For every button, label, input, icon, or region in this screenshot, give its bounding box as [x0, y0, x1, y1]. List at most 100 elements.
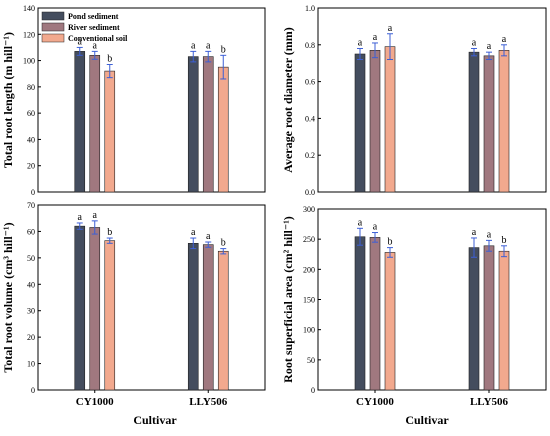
- bar: [468, 247, 480, 391]
- y-tick-label: 0: [31, 386, 35, 395]
- y-tick-label: 300: [303, 205, 315, 214]
- bar: [483, 55, 495, 193]
- y-tick-label: 0.6: [305, 78, 315, 87]
- significance-label: a: [93, 210, 98, 221]
- bar: [104, 240, 116, 391]
- significance-label: a: [373, 32, 378, 43]
- y-axis-label: Root superficial area (cm² hill⁻¹): [281, 216, 295, 383]
- plot-frame: [37, 7, 266, 193]
- bar: [187, 243, 199, 391]
- significance-label: b: [502, 235, 507, 246]
- significance-label: b: [388, 237, 393, 248]
- significance-label: a: [191, 227, 196, 238]
- chart-panel-4: 0 50 100 150 200 250 300 Root superficial area …: [281, 205, 547, 408]
- bar: [483, 245, 495, 391]
- y-tick-label: 80: [27, 83, 35, 92]
- plot-frame: [317, 208, 547, 391]
- significance-label: a: [358, 217, 363, 228]
- y-tick-label: 200: [303, 265, 315, 274]
- y-tick-label: 150: [303, 296, 315, 305]
- y-tick-label: 1.0: [305, 4, 315, 13]
- y-tick-label: 40: [27, 280, 35, 289]
- y-tick-label: 60: [27, 109, 35, 118]
- y-tick-label: 0: [311, 386, 315, 395]
- y-tick-label: 0.0: [305, 188, 315, 197]
- y-tick-label: 60: [27, 227, 35, 236]
- plot-frame: [37, 204, 266, 391]
- x-tick-label: CY1000: [356, 396, 394, 408]
- legend-swatch: [41, 33, 65, 43]
- bar: [384, 46, 396, 193]
- x-axis-title-left: Cultivar: [133, 413, 177, 427]
- y-tick-label: 120: [23, 30, 35, 39]
- chart-panel-1: 0 20 40 60 80 100 120 140 Total root length (m h…: [1, 4, 266, 197]
- significance-label: b: [221, 238, 226, 249]
- significance-label: a: [78, 36, 83, 47]
- significance-label: a: [93, 40, 98, 51]
- bar: [217, 250, 229, 391]
- legend-swatch: [41, 22, 65, 32]
- y-axis-label: Average root diameter (mm): [281, 27, 295, 173]
- y-tick-label: 0.4: [305, 114, 315, 123]
- y-tick-label: 100: [23, 57, 35, 66]
- bar: [468, 51, 480, 193]
- bar: [74, 51, 86, 193]
- bar: [384, 252, 396, 391]
- significance-label: b: [107, 54, 112, 65]
- x-axis-title-right: Cultivar: [405, 413, 449, 427]
- significance-label: a: [502, 34, 507, 45]
- plot-frame: [317, 7, 547, 193]
- legend-swatch: [41, 11, 65, 21]
- chart-panel-2: 0.0 0.2 0.4 0.6 0.8 1.0 Average root diameter …: [281, 4, 547, 197]
- significance-label: a: [472, 227, 477, 238]
- bar: [202, 244, 214, 391]
- y-tick-label: 20: [27, 162, 35, 171]
- x-tick-label: CY1000: [76, 396, 114, 408]
- y-tick-label: 50: [307, 356, 315, 365]
- y-tick-label: 0: [31, 188, 35, 197]
- bar: [369, 237, 381, 391]
- y-axis-label: Total root length (m hill⁻¹): [1, 32, 15, 168]
- significance-label: a: [78, 212, 83, 223]
- y-tick-label: 10: [27, 360, 35, 369]
- y-tick-label: 40: [27, 135, 35, 144]
- legend: Pond sediment River sediment Conventional …: [41, 11, 128, 43]
- y-tick-label: 100: [303, 326, 315, 335]
- legend-label: River sediment: [68, 23, 120, 32]
- bar: [369, 50, 381, 193]
- y-tick-label: 140: [23, 4, 35, 13]
- significance-label: a: [487, 229, 492, 240]
- bar: [498, 50, 510, 193]
- chart-panel-3: 0 10 20 30 40 50 60 70 Total root volume (cm³ hi…: [1, 201, 266, 408]
- y-axis-label: Total root volume (cm³ hill⁻¹): [1, 222, 15, 372]
- y-tick-label: 250: [303, 235, 315, 244]
- significance-label: b: [221, 44, 226, 55]
- legend-label: Pond sediment: [68, 12, 119, 21]
- bar: [187, 56, 199, 193]
- y-tick-label: 50: [27, 254, 35, 263]
- legend-label: Conventional soil: [68, 34, 128, 43]
- bar: [104, 70, 116, 193]
- bar: [202, 56, 214, 193]
- significance-label: a: [206, 231, 211, 242]
- y-tick-label: 70: [27, 201, 35, 210]
- significance-label: a: [388, 23, 393, 34]
- bar: [217, 66, 229, 193]
- bar: [89, 55, 101, 193]
- significance-label: a: [373, 222, 378, 233]
- bar: [354, 53, 366, 193]
- significance-label: a: [472, 37, 477, 48]
- significance-label: b: [107, 227, 112, 238]
- y-tick-label: 20: [27, 333, 35, 342]
- significance-label: a: [191, 40, 196, 51]
- bar: [89, 227, 101, 391]
- bar: [498, 250, 510, 391]
- bar: [354, 236, 366, 391]
- y-tick-label: 0.2: [305, 151, 315, 160]
- y-tick-label: 0.8: [305, 41, 315, 50]
- significance-label: a: [206, 40, 211, 51]
- significance-label: a: [358, 37, 363, 48]
- bar: [74, 225, 86, 391]
- x-tick-label: LLY506: [470, 396, 509, 408]
